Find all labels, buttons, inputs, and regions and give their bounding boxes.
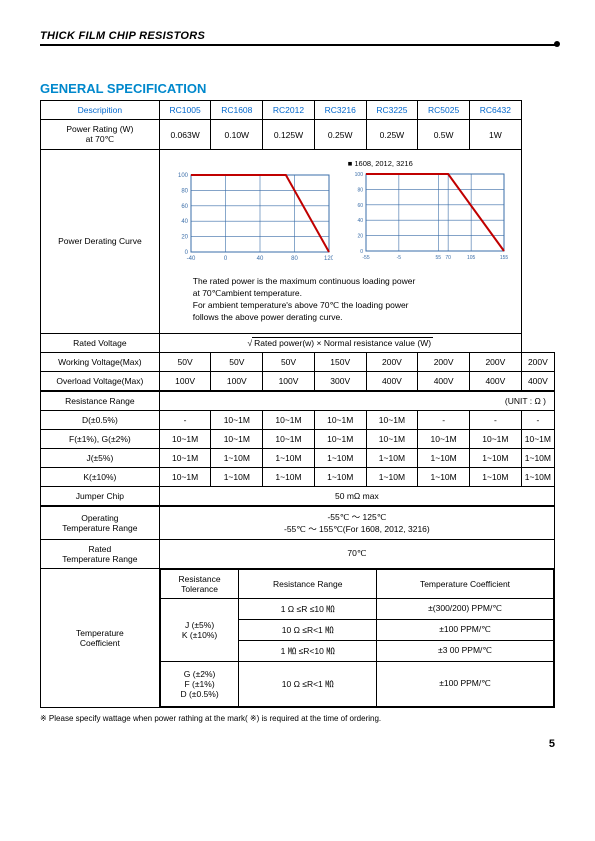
- footnote: ※ Please specify wattage when power rath…: [40, 714, 555, 723]
- pr-6: 1W: [469, 120, 521, 150]
- svg-text:80: 80: [181, 188, 188, 194]
- power-rating-label: Power Rating (W) at 70℃: [41, 120, 160, 150]
- pr-2: 0.125W: [263, 120, 315, 150]
- rated-voltage-row: Rated Voltage √Rated power(w) × Normal r…: [41, 333, 555, 352]
- derating-chart-2: 020406080100-55-55570105155: [348, 170, 508, 265]
- header-rule: [40, 44, 555, 46]
- power-rating-row: Power Rating (W) at 70℃ 0.063W 0.10W 0.1…: [41, 120, 555, 150]
- svg-text:60: 60: [181, 204, 188, 210]
- derating-cell: 020406080100-4004080120 ■ 1608, 2012, 32…: [159, 150, 521, 334]
- col-2: RC1608: [211, 101, 263, 120]
- derating-row: Power Derating Curve 020406080100-400408…: [41, 150, 555, 334]
- res-range-header: Resistance Range (UNIT : Ω ): [41, 391, 555, 411]
- svg-text:80: 80: [291, 256, 298, 262]
- svg-text:120: 120: [324, 256, 333, 262]
- col-1: RC1005: [159, 101, 211, 120]
- header-title: THICK FILM CHIP RESISTORS: [40, 30, 555, 42]
- svg-text:155: 155: [500, 255, 508, 261]
- svg-text:20: 20: [181, 235, 188, 241]
- svg-text:-55: -55: [362, 255, 369, 261]
- svg-text:-40: -40: [186, 256, 195, 262]
- overload-voltage-row: Overload Voltage(Max) 100V 100V 100V 300…: [41, 371, 555, 391]
- chart-2-title: ■ 1608, 2012, 3216: [348, 159, 508, 168]
- col-5: RC3225: [366, 101, 418, 120]
- svg-text:0: 0: [224, 256, 228, 262]
- svg-text:40: 40: [256, 256, 263, 262]
- svg-text:80: 80: [357, 187, 363, 193]
- pr-0: 0.063W: [159, 120, 211, 150]
- svg-text:-5: -5: [396, 255, 401, 261]
- rated-voltage-formula: √Rated power(w) × Normal resistance valu…: [159, 333, 521, 352]
- temp-coeff-body: Resistance Tolerance Resistance Range Te…: [159, 568, 554, 707]
- derating-label: Power Derating Curve: [41, 150, 160, 334]
- tol-d-row: D(±0.5%) -10~1M10~1M10~1M10~1M---: [41, 410, 555, 429]
- rated-voltage-label: Rated Voltage: [41, 333, 160, 352]
- col-3: RC2012: [263, 101, 315, 120]
- svg-text:40: 40: [357, 218, 363, 224]
- temp-coeff-table: Resistance Tolerance Resistance Range Te…: [160, 569, 554, 707]
- spec-table: Descripition RC1005 RC1608 RC2012 RC3216…: [40, 100, 555, 708]
- svg-text:70: 70: [445, 255, 451, 261]
- rated-temp-row: Rated Temperature Range 70℃: [41, 539, 555, 568]
- pr-5: 0.5W: [418, 120, 470, 150]
- section-title: GENERAL SPECIFICATION: [40, 81, 555, 96]
- pr-1: 0.10W: [211, 120, 263, 150]
- col-6: RC5025: [418, 101, 470, 120]
- chart-1-wrap: 020406080100-4004080120: [173, 159, 333, 266]
- svg-text:105: 105: [467, 255, 476, 261]
- working-voltage-row: Working Voltage(Max) 50V 50V 50V 150V 20…: [41, 352, 555, 371]
- ov-label: Overload Voltage(Max): [41, 371, 160, 391]
- derating-chart-1: 020406080100-4004080120: [173, 171, 333, 266]
- pr-4: 0.25W: [366, 120, 418, 150]
- op-temp-value: -55℃ ～ 125℃ -55℃ ～ 155℃(For 1608, 2012, …: [159, 506, 554, 540]
- page-header: THICK FILM CHIP RESISTORS: [40, 30, 555, 46]
- tol-j-row: J(±5%) 10~1M1~10M1~10M1~10M1~10M1~10M1~1…: [41, 448, 555, 467]
- chart-2-wrap: ■ 1608, 2012, 3216 020406080100-55-55570…: [348, 159, 508, 266]
- temp-coeff-row: Temperature Coefficient Resistance Toler…: [41, 568, 555, 707]
- svg-text:20: 20: [357, 234, 363, 240]
- header-row: Descripition RC1005 RC1608 RC2012 RC3216…: [41, 101, 555, 120]
- svg-text:60: 60: [357, 203, 363, 209]
- svg-text:55: 55: [435, 255, 441, 261]
- col-desc: Descripition: [41, 101, 160, 120]
- tol-fg-row: F(±1%), G(±2%) 10~1M10~1M10~1M10~1M10~1M…: [41, 429, 555, 448]
- wv-label: Working Voltage(Max): [41, 352, 160, 371]
- page-number: 5: [40, 738, 555, 750]
- jumper-row: Jumper Chip 50 mΩ max: [41, 486, 555, 506]
- col-4: RC3216: [314, 101, 366, 120]
- derating-note: The rated power is the maximum continuou…: [193, 276, 518, 324]
- col-7: RC6432: [469, 101, 521, 120]
- svg-text:100: 100: [354, 172, 363, 178]
- pr-3: 0.25W: [314, 120, 366, 150]
- op-temp-row: Operating Temperature Range -55℃ ～ 125℃ …: [41, 506, 555, 540]
- tol-k-row: K(±10%) 10~1M1~10M1~10M1~10M1~10M1~10M1~…: [41, 467, 555, 486]
- svg-text:40: 40: [181, 219, 188, 225]
- svg-text:100: 100: [178, 173, 189, 179]
